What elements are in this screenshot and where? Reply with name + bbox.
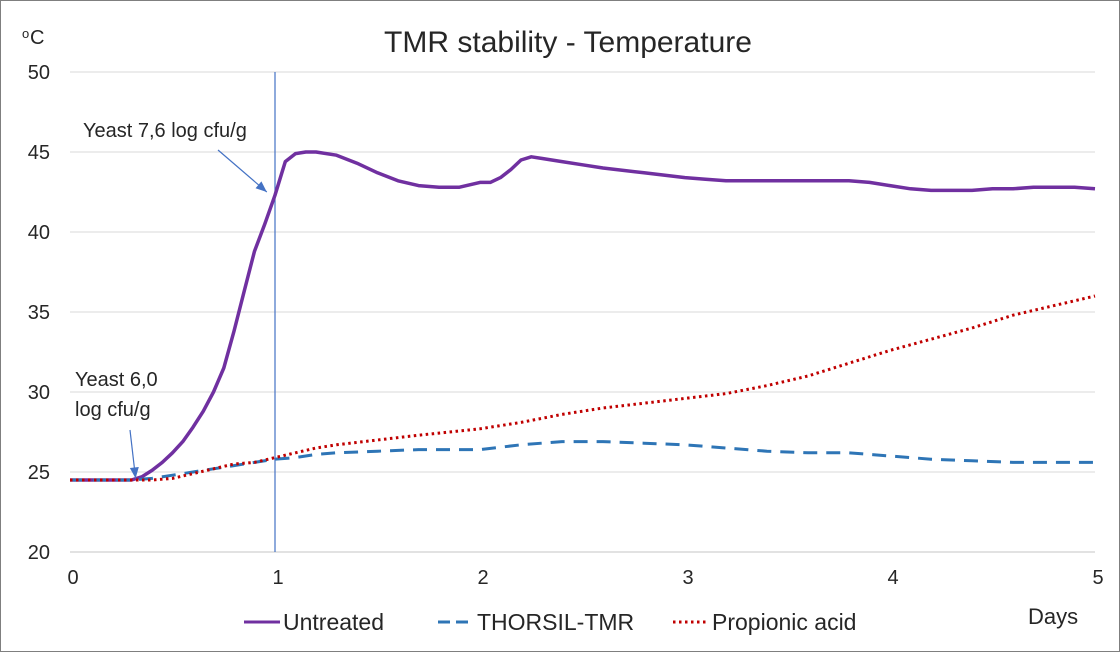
x-tick-0: 0 (67, 567, 78, 589)
gridlines (70, 71, 1095, 553)
y-tick-40: 40 (28, 222, 50, 244)
y-tick-25: 25 (28, 462, 50, 484)
series-lines (70, 150, 1096, 482)
y-axis-unit-superscript: o (22, 26, 29, 41)
x-tick-2: 2 (477, 567, 488, 589)
y-tick-20: 20 (28, 542, 50, 564)
legend-label-2: Propionic acid (712, 609, 856, 635)
legend-label-0: Untreated (283, 609, 384, 635)
chart-title: TMR stability - Temperature (384, 26, 752, 59)
series-line-0 (70, 150, 1096, 482)
y-tick-30: 30 (28, 382, 50, 404)
y-tick-labels: 20 25 30 35 40 45 50 (28, 62, 50, 564)
y-tick-45: 45 (28, 142, 50, 164)
series-line-2 (70, 294, 1096, 482)
y-tick-35: 35 (28, 302, 50, 324)
x-tick-labels: 0 1 2 3 4 5 (67, 567, 1103, 589)
x-tick-4: 4 (887, 567, 898, 589)
x-tick-5: 5 (1092, 567, 1103, 589)
annotation-0-line-0: Yeast 7,6 log cfu/g (83, 120, 247, 142)
annotation-arrowhead-1 (129, 466, 139, 479)
x-tick-1: 1 (272, 567, 283, 589)
x-axis-label: Days (1028, 604, 1078, 629)
legend: Untreated THORSIL-TMR Propionic acid (244, 609, 856, 635)
annotations: Yeast 7,6 log cfu/g Yeast 6,0 log cfu/g (75, 120, 268, 479)
annotation-1-line-1: log cfu/g (75, 399, 151, 421)
legend-label-1: THORSIL-TMR (477, 609, 634, 635)
x-tick-3: 3 (682, 567, 693, 589)
series-line-1 (70, 440, 1095, 482)
annotation-arrowhead-0 (255, 181, 267, 192)
y-axis-unit: C (30, 27, 44, 49)
y-tick-50: 50 (28, 62, 50, 84)
annotation-1-line-0: Yeast 6,0 (75, 369, 158, 391)
